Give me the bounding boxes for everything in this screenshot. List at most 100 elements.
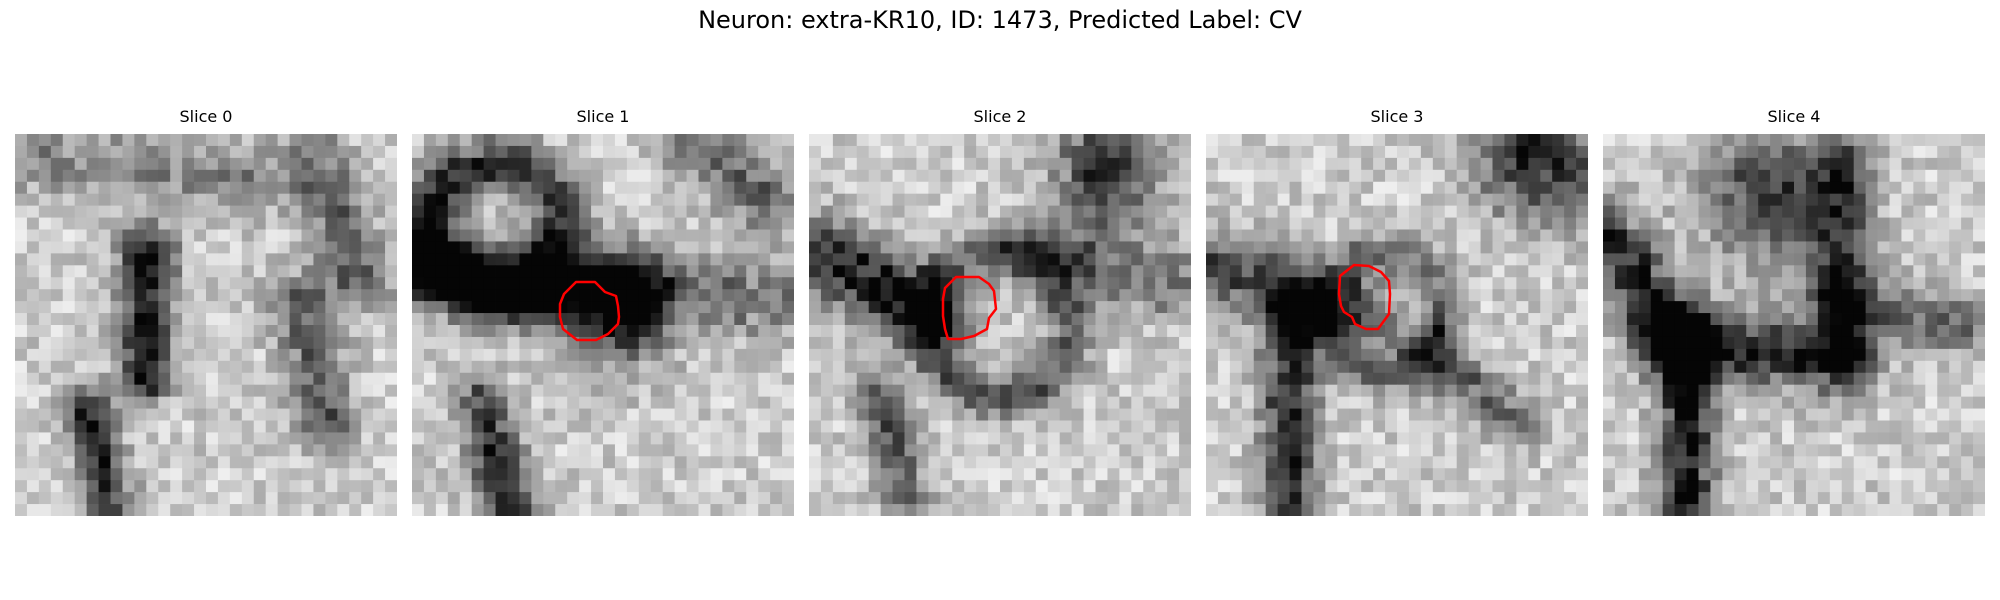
pixel-cell xyxy=(1528,229,1541,242)
pixel-cell xyxy=(952,169,965,183)
pixel-cell xyxy=(1143,348,1156,362)
pixel-cell xyxy=(1000,480,1013,493)
pixel-cell xyxy=(1794,289,1807,302)
pixel-cell xyxy=(650,217,664,230)
pixel-cell xyxy=(86,301,99,314)
pixel-cell xyxy=(567,480,580,493)
pixel-cell xyxy=(952,456,965,469)
pixel-cell xyxy=(1444,313,1458,326)
pixel-cell xyxy=(892,181,905,195)
pixel-cell xyxy=(1206,134,1219,147)
pixel-cell xyxy=(758,336,771,350)
pixel-cell xyxy=(1889,205,1902,218)
pixel-cell xyxy=(734,253,747,266)
pixel-cell xyxy=(182,384,195,398)
pixel-cell xyxy=(1313,456,1326,469)
pixel-cell xyxy=(146,241,159,254)
pixel-cell xyxy=(1289,372,1302,386)
pixel-cell xyxy=(194,384,207,398)
pixel-cell xyxy=(1241,408,1255,421)
pixel-cell xyxy=(1564,432,1577,445)
pixel-cell xyxy=(1229,492,1243,505)
pixel-cell xyxy=(253,253,267,266)
pixel-cell xyxy=(1614,157,1628,171)
pixel-cell xyxy=(1758,253,1771,266)
pixel-cell xyxy=(1817,241,1831,254)
pixel-cell xyxy=(1397,265,1410,278)
pixel-cell xyxy=(1361,348,1374,362)
pixel-cell xyxy=(1179,205,1191,218)
pixel-cell xyxy=(435,229,449,242)
pixel-cell xyxy=(194,229,207,242)
pixel-cell xyxy=(1349,134,1362,147)
pixel-cell xyxy=(1408,265,1422,278)
pixel-cell xyxy=(1289,456,1302,469)
pixel-cell xyxy=(758,277,771,290)
pixel-cell xyxy=(1552,504,1565,516)
pixel-cell xyxy=(1973,325,1985,338)
pixel-cell xyxy=(507,145,520,159)
pixel-cell xyxy=(1638,372,1652,386)
pixel-cell xyxy=(1011,157,1025,171)
pixel-cell xyxy=(1337,181,1350,195)
pixel-cell xyxy=(158,492,171,505)
pixel-cell xyxy=(698,372,711,386)
pixel-cell xyxy=(1035,241,1049,254)
pixel-cell xyxy=(1408,241,1422,254)
pixel-cell xyxy=(892,456,905,469)
pixel-cell xyxy=(1662,348,1676,362)
pixel-cell xyxy=(626,348,640,362)
pixel-cell xyxy=(337,336,350,350)
pixel-cell xyxy=(483,205,496,218)
pixel-cell xyxy=(1961,348,1974,362)
pixel-cell xyxy=(265,504,279,516)
pixel-cell xyxy=(1889,408,1902,421)
pixel-cell xyxy=(62,229,76,242)
pixel-cell xyxy=(1432,420,1446,433)
pixel-cell xyxy=(1889,420,1902,433)
pixel-cell xyxy=(1071,193,1084,207)
pixel-cell xyxy=(1385,289,1398,302)
pixel-cell xyxy=(782,408,794,421)
pixel-cell xyxy=(1107,169,1120,183)
pixel-cell xyxy=(146,205,159,218)
pixel-cell xyxy=(26,229,40,242)
pixel-cell xyxy=(110,348,123,362)
pixel-cell xyxy=(373,229,386,242)
pixel-cell xyxy=(1337,420,1350,433)
pixel-cell xyxy=(447,134,461,147)
pixel-cell xyxy=(1155,396,1168,409)
pixel-cell xyxy=(916,134,929,147)
pixel-cell xyxy=(1131,193,1144,207)
pixel-cell xyxy=(1686,432,1699,445)
pixel-cell xyxy=(170,408,183,421)
pixel-cell xyxy=(15,504,28,516)
pixel-cell xyxy=(1131,468,1144,481)
pixel-cell xyxy=(1564,336,1577,350)
pixel-cell xyxy=(1841,301,1855,314)
pixel-cell xyxy=(844,408,858,421)
pixel-cell xyxy=(964,492,977,505)
pixel-cell xyxy=(964,348,977,362)
pixel-cell xyxy=(880,492,893,505)
pixel-cell xyxy=(1217,277,1231,290)
pixel-cell xyxy=(289,348,302,362)
pixel-cell xyxy=(952,504,965,516)
pixel-cell xyxy=(555,169,568,183)
pixel-cell xyxy=(507,181,520,195)
pixel-cell xyxy=(15,145,28,159)
pixel-cell xyxy=(194,432,207,445)
pixel-cell xyxy=(289,157,302,171)
pixel-cell xyxy=(349,277,362,290)
pixel-cell xyxy=(1011,348,1025,362)
pixel-cell xyxy=(1973,277,1985,290)
pixel-cell xyxy=(1420,193,1434,207)
pixel-cell xyxy=(1206,480,1219,493)
pixel-cell xyxy=(373,384,386,398)
pixel-cell xyxy=(412,181,425,195)
pixel-cell xyxy=(1023,301,1037,314)
pixel-cell xyxy=(1229,468,1243,481)
pixel-cell xyxy=(1241,265,1255,278)
pixel-cell xyxy=(868,372,882,386)
pixel-cell xyxy=(1131,169,1144,183)
